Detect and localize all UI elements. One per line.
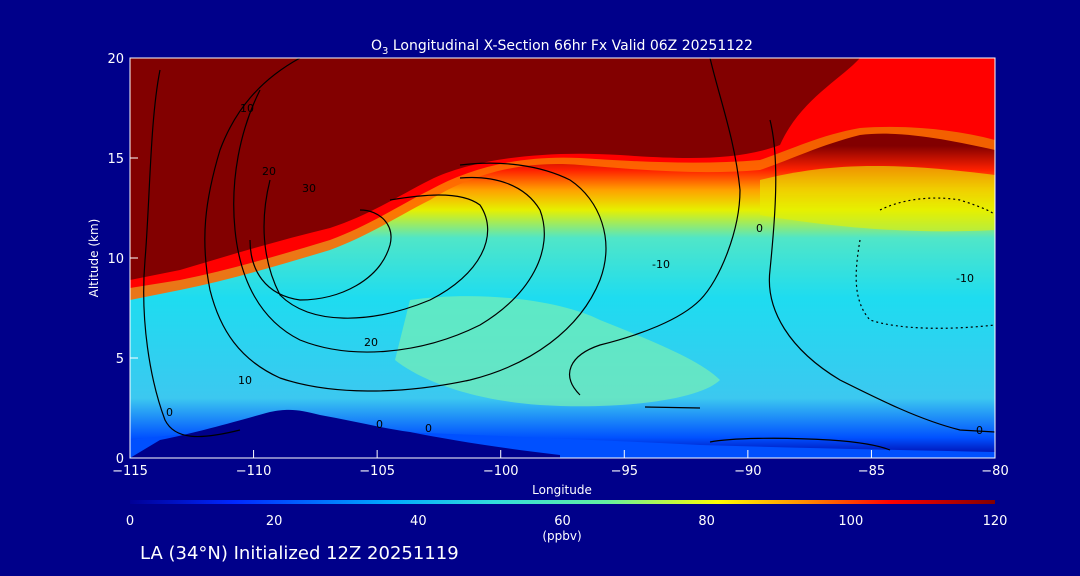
upper-troposphere-region: [760, 165, 995, 232]
contour-small: [644, 406, 701, 409]
y-tick-label: 5: [116, 352, 124, 367]
contour-label: 0: [376, 418, 383, 431]
contour-label: 10: [238, 374, 252, 387]
contour-neg10: [855, 239, 995, 329]
initialization-label: LA (34°N) Initialized 12Z 20251119: [140, 543, 459, 564]
contour-label: -10: [652, 258, 670, 271]
colorbar-tick-label: 80: [698, 514, 715, 529]
contour-surface: [709, 437, 891, 451]
contour-label: 10: [240, 102, 254, 115]
y-axis: 0 5 10 15 20: [107, 52, 138, 467]
contour-30: [263, 179, 489, 319]
contour-10: [204, 58, 607, 392]
contour-label: 0: [166, 406, 173, 419]
x-tick-label: −100: [483, 464, 519, 479]
contour-neg10-upper: [879, 197, 995, 216]
y-tick-label: 0: [116, 452, 124, 467]
colorbar-tick-label: 20: [266, 514, 283, 529]
x-tick-label: −85: [858, 464, 885, 479]
colorbar-tick-label: 60: [554, 514, 571, 529]
x-tick-label: −115: [112, 464, 148, 479]
contour-lines: [143, 58, 995, 451]
ozone-field: 10 20 20 30 10 0 0 0 -10 0 -10 0: [130, 58, 995, 458]
contour-0-left: [143, 69, 241, 438]
stratospheric-region: [130, 58, 995, 280]
x-tick-label: −105: [359, 464, 395, 479]
x-tick-label: −95: [611, 464, 638, 479]
colorbar-ticks: 0 20 40 60 80 100 120: [126, 514, 1008, 529]
colorbar-tick-label: 40: [410, 514, 427, 529]
colorbar-tick-label: 0: [126, 514, 134, 529]
colorbar-tick-label: 100: [838, 514, 863, 529]
contour-0-mid: [569, 58, 741, 396]
x-axis: −115 −110 −105 −100 −95 −90 −85 −80: [112, 450, 1009, 479]
chart-title: O3 Longitudinal X-Section 66hr Fx Valid …: [371, 38, 753, 57]
contour-label: 20: [262, 165, 276, 178]
colorbar-tick-label: 120: [983, 514, 1008, 529]
x-axis-label: Longitude: [532, 483, 592, 497]
contour-label: 0: [976, 424, 983, 437]
contour-label: 0: [425, 422, 432, 435]
x-tick-label: −110: [236, 464, 272, 479]
contour-label: 20: [364, 336, 378, 349]
y-tick-label: 20: [107, 52, 124, 67]
colorbar-unit-label: (ppbv): [542, 529, 581, 543]
y-axis-label: Altitude (km): [87, 219, 101, 298]
contour-20: [233, 89, 545, 353]
contour-inner: [249, 209, 392, 301]
contour-label: -10: [956, 272, 974, 285]
terrain: [130, 409, 560, 458]
contour-label: 0: [756, 222, 763, 235]
y-tick-label: 10: [107, 252, 124, 267]
contour-0-right: [768, 119, 995, 433]
contour-label: 30: [302, 182, 316, 195]
x-tick-label: −80: [981, 464, 1008, 479]
x-tick-label: −90: [734, 464, 761, 479]
y-tick-label: 15: [107, 152, 124, 167]
colorbar: [130, 500, 995, 504]
